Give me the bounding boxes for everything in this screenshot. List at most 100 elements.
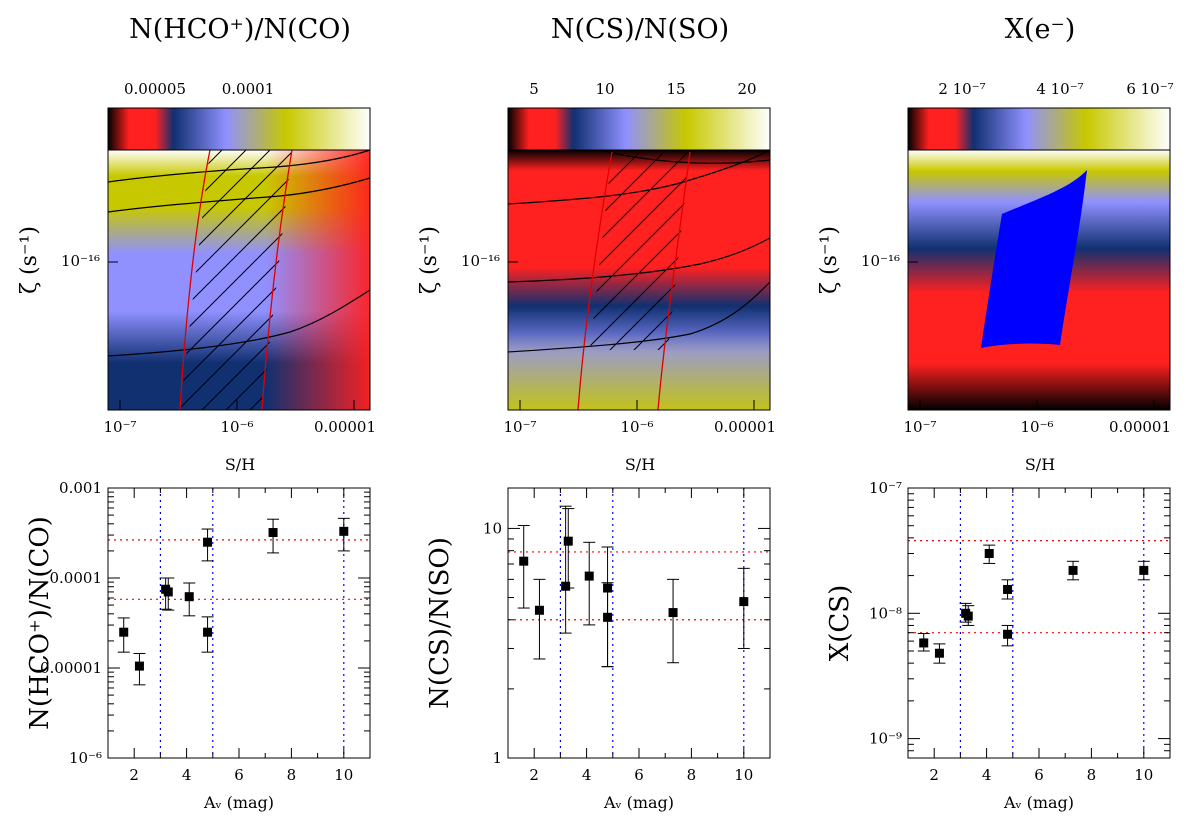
top-panel-2: N(CS)/N(SO) 5 10 15 20 10⁻⁷ 10⁻⁶ 0.00 <box>417 14 776 474</box>
heatmap-2-ticks <box>508 261 755 410</box>
data-point <box>339 526 349 536</box>
data-point <box>919 638 929 648</box>
x-tick-label: 4 <box>182 766 192 784</box>
heatmap-1-frame <box>107 149 371 411</box>
x-tick-label: 10 <box>334 766 353 784</box>
colorbar-2 <box>507 107 771 151</box>
hatch-line <box>180 150 292 410</box>
heatmap-3-xtick-2: 10⁻⁶ <box>1020 418 1053 436</box>
x-tick-label: 6 <box>1034 766 1044 784</box>
scatter-panel-2: 2 4 6 8 10 1 10 Aᵥ (mag) N(CS)/N(SO) <box>425 487 771 812</box>
data-point <box>603 612 613 622</box>
scatter-ylabel: X(CS) <box>825 585 855 662</box>
scatter-frame <box>907 487 1171 759</box>
heatmap-1-contours <box>107 149 371 357</box>
scatter-ylabel: N(HCO⁺)/N(CO) <box>25 516 55 730</box>
heatmap-3-xlabel: S/H <box>1025 455 1055 474</box>
hatch-line <box>590 152 690 350</box>
scatter-xlabel: Aᵥ (mag) <box>1003 793 1074 812</box>
colorbar-2-tick-1: 5 <box>529 80 539 98</box>
data-point <box>184 592 194 602</box>
colorbar-3-tick-1: 2 10⁻⁷ <box>938 80 985 98</box>
x-tick-label: 8 <box>1087 766 1097 784</box>
heatmap-3-ylabel: ζ (s⁻¹) <box>817 226 842 294</box>
scatter-xlabel: Aᵥ (mag) <box>203 793 274 812</box>
data-point <box>119 627 129 637</box>
data-point <box>519 556 529 566</box>
y-tick-label: 0.00001 <box>40 659 102 677</box>
heatmap-3-ticks <box>908 261 1155 410</box>
scatter-xlabel: Aᵥ (mag) <box>603 793 674 812</box>
contour-2a <box>507 149 771 205</box>
top-panel-1: N(HCO⁺)/N(CO) 0.00005 0.0001 10⁻⁷ 10⁻⁶ 0… <box>17 14 376 474</box>
hatch-line <box>590 152 690 350</box>
heatmap-1-xtick-1: 10⁻⁷ <box>103 418 136 436</box>
y-tick-label: 1 <box>492 749 502 767</box>
hatch-line <box>623 152 690 350</box>
x-tick-label: 8 <box>687 766 697 784</box>
x-tick-label: 6 <box>634 766 644 784</box>
title-panel-1: N(HCO⁺)/N(CO) <box>129 14 351 45</box>
colorbar-1 <box>107 107 371 151</box>
data-point <box>739 597 749 607</box>
top-panel-3: X(e⁻) 2 10⁻⁷ 4 10⁻⁷ 6 10⁻⁷ 10⁻⁷ 10⁻⁶ 0.0… <box>817 14 1174 474</box>
data-point <box>1003 584 1013 594</box>
heatmap-1-overlay <box>108 150 370 410</box>
heatmap-3-frame <box>907 149 1171 411</box>
data-point <box>1139 565 1149 575</box>
contour-1a <box>107 149 371 183</box>
scatter-frame <box>107 487 371 759</box>
heatmap-3-ytick-1: 10⁻¹⁶ <box>861 252 900 270</box>
x-tick-label: 2 <box>129 766 139 784</box>
x-tick-label: 4 <box>982 766 992 784</box>
y-tick-label: 10 <box>483 519 502 537</box>
hatch-line <box>180 150 292 410</box>
hatch-line <box>590 152 667 350</box>
data-point <box>584 571 594 581</box>
x-tick-label: 8 <box>287 766 297 784</box>
hatch-line <box>180 150 292 410</box>
scatter-panel-3: 2 4 6 8 10 10⁻⁹ 10⁻⁸ 10⁻⁷ Aᵥ (mag) X(CS) <box>825 479 1171 812</box>
constraint-line-2a <box>577 151 613 411</box>
heatmap-2-ylabel: ζ (s⁻¹) <box>417 226 442 294</box>
colorbar-3 <box>907 107 1171 151</box>
hatch-line <box>180 150 292 410</box>
constraint-line-1b <box>261 149 293 411</box>
colorbar-2-tick-2: 10 <box>595 80 614 98</box>
scatter-panel-1: 2 4 6 8 10 10⁻⁶ 0.00001 0.0001 0.001 Aᵥ (mag) N(HC… <box>25 479 371 812</box>
heatmap-2-xtick-2: 10⁻⁶ <box>620 418 653 436</box>
colorbar-1-tick-1: 0.00005 <box>124 80 186 98</box>
constraint-line-1a <box>179 149 211 411</box>
heatmap-2-xlabel: S/H <box>625 455 655 474</box>
scatter-ylabel: N(CS)/N(SO) <box>425 537 455 709</box>
colorbar-1-tick-2: 0.0001 <box>222 80 275 98</box>
heatmap-3-xtick-1: 10⁻⁷ <box>903 418 936 436</box>
solid-region-3 <box>981 170 1087 348</box>
colorbar-2-tick-4: 20 <box>737 80 756 98</box>
y-tick-label: 0.0001 <box>50 569 103 587</box>
data-point <box>268 528 278 538</box>
heatmap-1-xtick-2: 10⁻⁶ <box>220 418 253 436</box>
x-tick-label: 2 <box>929 766 939 784</box>
hatch-line <box>180 150 271 410</box>
data-point <box>963 611 973 621</box>
heatmap-3-xtick-3: 0.00001 <box>1109 418 1171 436</box>
hatch-region-2 <box>577 151 691 411</box>
y-tick-label: 10⁻⁷ <box>869 479 902 497</box>
y-tick-label: 10⁻⁹ <box>869 730 902 748</box>
x-tick-label: 10 <box>734 766 753 784</box>
data-point <box>534 605 544 615</box>
data-point <box>561 581 571 591</box>
heatmap-1-ylabel: ζ (s⁻¹) <box>17 226 42 294</box>
data-point <box>1003 629 1013 639</box>
data-point <box>203 627 213 637</box>
colorbar-3-tick-2: 4 10⁻⁷ <box>1036 80 1083 98</box>
heatmap-2-xtick-3: 0.00001 <box>714 418 776 436</box>
data-point <box>934 648 944 658</box>
data-point <box>203 537 213 547</box>
heatmap-2-xtick-1: 10⁻⁷ <box>503 418 536 436</box>
hatch-line <box>590 152 690 350</box>
data-point <box>668 608 678 618</box>
x-tick-label: 2 <box>529 766 539 784</box>
